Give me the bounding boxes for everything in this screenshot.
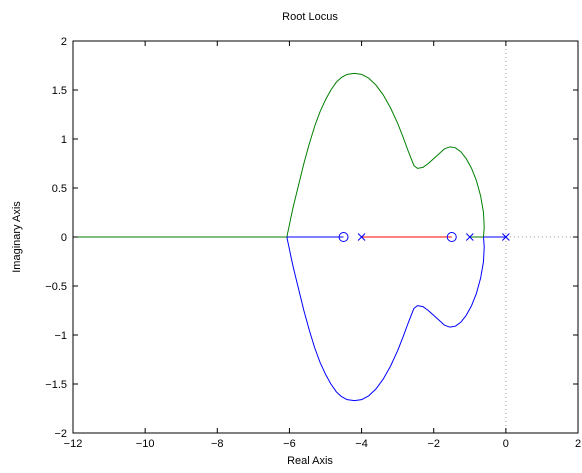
- x-tick-label-8: 2: [575, 438, 581, 450]
- locus-branch-4: [286, 236, 485, 402]
- locus-branch-3: [286, 72, 485, 238]
- y-tick-label-3: −1: [54, 330, 67, 342]
- plot-frame: [72, 40, 579, 434]
- x-tick-label-7: 0: [503, 438, 509, 450]
- x-axis-label: Real Axis: [287, 455, 333, 467]
- pole-marker-3: [357, 233, 366, 241]
- y-tick-label-4: −0.5: [45, 281, 67, 293]
- y-tick-label-1: −2: [54, 428, 67, 440]
- locus-branches: [73, 72, 506, 402]
- pole-marker-1: [502, 233, 510, 241]
- y-tick-label-6: 0.5: [52, 183, 67, 195]
- y-tick-label-9: 2: [61, 36, 67, 48]
- x-tick-label-1: −12: [64, 438, 83, 450]
- zero-marker-2: [338, 232, 349, 242]
- y-tick-label-2: −1.5: [45, 379, 67, 391]
- chart-title: Root Locus: [282, 11, 338, 23]
- y-axis-label: Imaginary Axis: [11, 201, 23, 273]
- pole-zero-markers: [338, 232, 510, 242]
- y-tick-label-7: 1: [61, 134, 67, 146]
- axis-ticks: −12 −10 −8 −6 −4 −2 0 2 −2 −1.5 −1 −0.5 0 0.5 1 1.5 2: [45, 36, 581, 450]
- pole-marker-2: [465, 233, 474, 241]
- y-tick-label-8: 1.5: [52, 85, 67, 97]
- x-tick-label-2: −10: [136, 438, 155, 450]
- x-tick-label-6: −2: [427, 438, 440, 450]
- y-tick-label-5: 0: [61, 232, 67, 244]
- x-tick-label-3: −8: [211, 438, 224, 450]
- zero-marker-1: [446, 232, 457, 242]
- axis-marker-lines: [505, 41, 578, 433]
- x-tick-label-4: −6: [283, 438, 296, 450]
- x-tick-label-5: −4: [355, 438, 368, 450]
